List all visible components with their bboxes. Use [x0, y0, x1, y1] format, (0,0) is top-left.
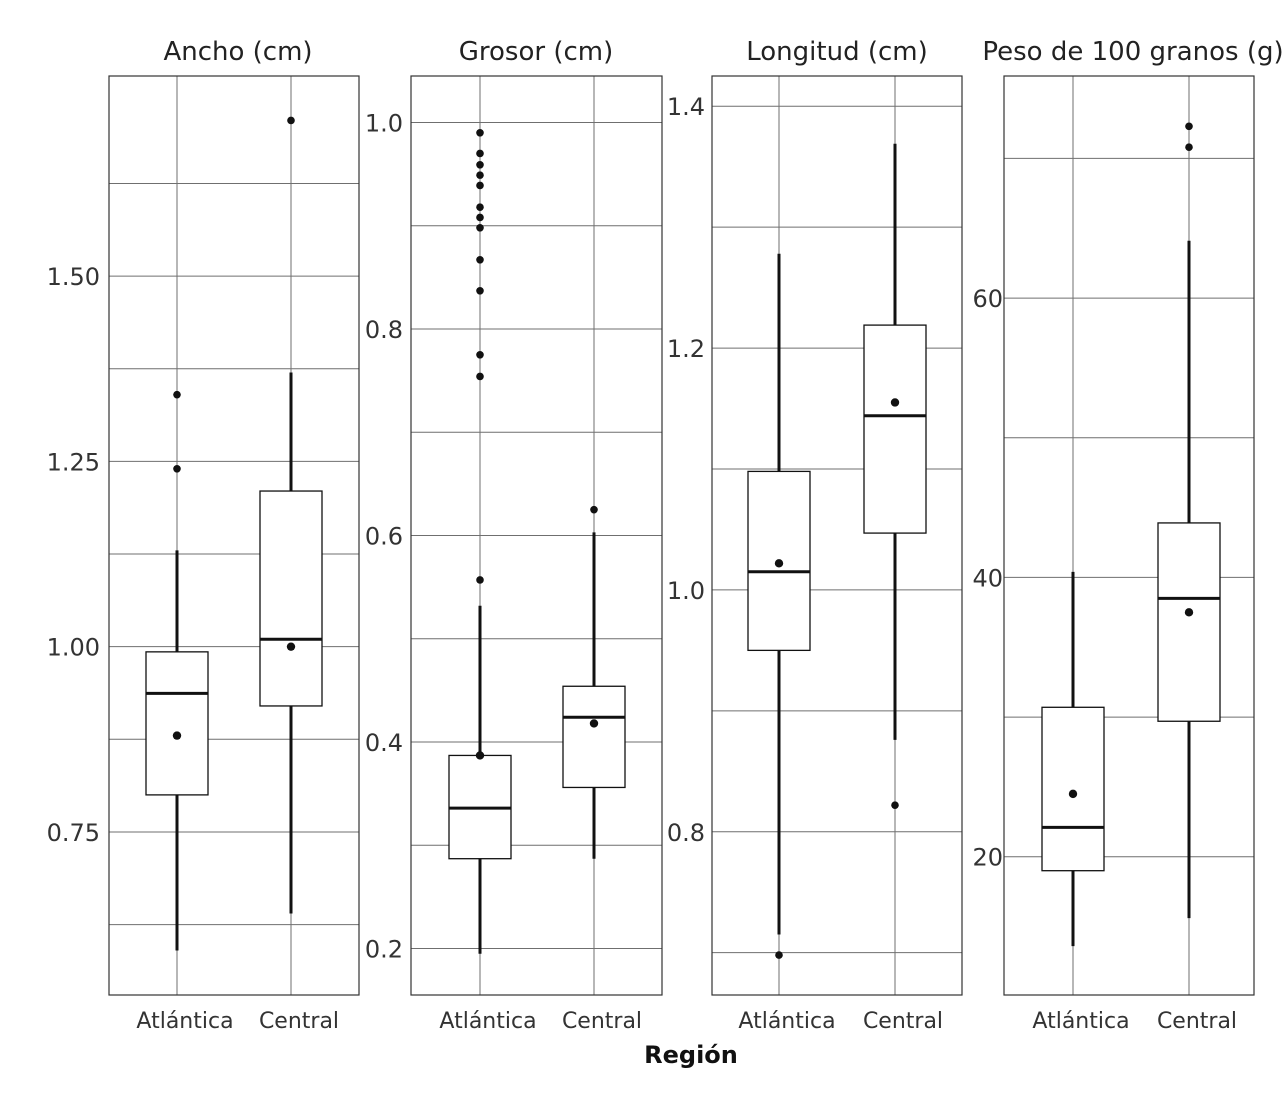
outlier-point-grosor-cm-atlantica — [476, 171, 484, 179]
outlier-point-longitud-cm-atlantica — [775, 951, 783, 959]
box-ancho-cm-central — [259, 490, 323, 707]
ytick-label-grosor-cm: 0.4 — [365, 729, 403, 757]
box-peso-de-100-granos-g-atlantica — [1041, 706, 1105, 872]
outlier-point-peso-de-100-granos-g-central — [1185, 122, 1193, 131]
ytick-label-longitud-cm: 1.4 — [667, 93, 705, 121]
outlier-point-grosor-cm-atlantica — [476, 128, 484, 137]
xtick-label-grosor-cm-atlantica: Atlántica — [439, 1009, 536, 1034]
xtick-label-longitud-cm-atlantica: Atlántica — [738, 1009, 835, 1034]
xtick-label-peso-de-100-granos-g-central: Central — [1157, 1009, 1237, 1034]
panel-border-peso-de-100-granos-g — [1003, 75, 1255, 996]
ytick-label-peso-de-100-granos-g: 40 — [972, 564, 1003, 592]
mean-point-peso-de-100-granos-g-central — [1184, 608, 1194, 617]
box-grosor-cm-central — [562, 685, 626, 789]
xtick-label-peso-de-100-granos-g-atlantica: Atlántica — [1032, 1009, 1129, 1034]
xtick-label-grosor-cm-central: Central — [562, 1009, 642, 1034]
outlier-point-ancho-cm-atlantica — [173, 390, 181, 399]
mean-point-peso-de-100-granos-g-atlantica — [1068, 789, 1078, 799]
ytick-label-grosor-cm: 0.2 — [365, 936, 403, 964]
outlier-point-grosor-cm-atlantica — [476, 213, 484, 222]
panel-border-longitud-cm — [711, 75, 963, 996]
outlier-point-grosor-cm-atlantica — [476, 203, 484, 211]
ytick-label-ancho-cm: 1.00 — [47, 634, 100, 662]
outlier-point-grosor-cm-atlantica — [476, 181, 484, 190]
ytick-label-grosor-cm: 0.6 — [365, 523, 403, 551]
outlier-point-ancho-cm-central — [287, 116, 295, 125]
ytick-label-longitud-cm: 1.2 — [667, 335, 705, 363]
xtick-label-ancho-cm-central: Central — [259, 1009, 339, 1034]
ytick-label-longitud-cm: 1.0 — [667, 577, 705, 605]
outlier-point-grosor-cm-atlantica — [476, 223, 484, 232]
outlier-point-peso-de-100-granos-g-central — [1185, 143, 1193, 152]
outlier-point-grosor-cm-atlantica — [476, 149, 484, 158]
panel-border-grosor-cm — [410, 75, 663, 996]
ytick-label-grosor-cm: 0.8 — [365, 316, 403, 344]
outlier-point-grosor-cm-atlantica — [476, 350, 484, 359]
outlier-point-grosor-cm-atlantica — [476, 372, 484, 381]
ytick-label-longitud-cm: 0.8 — [667, 819, 705, 847]
box-peso-de-100-granos-g-central — [1157, 522, 1221, 722]
facet-title-peso-de-100-granos-g: Peso de 100 granos (g) — [982, 37, 1283, 67]
outlier-point-longitud-cm-central — [891, 801, 899, 809]
panel-border-ancho-cm — [108, 75, 360, 996]
ytick-label-peso-de-100-granos-g: 60 — [972, 285, 1003, 313]
ytick-label-ancho-cm: 1.50 — [47, 263, 100, 291]
mean-point-ancho-cm-atlantica — [172, 731, 182, 740]
facet-title-ancho-cm: Ancho (cm) — [163, 37, 312, 67]
ytick-label-ancho-cm: 0.75 — [47, 819, 100, 847]
mean-point-longitud-cm-central — [890, 398, 900, 407]
mean-point-grosor-cm-atlantica — [475, 751, 485, 760]
outlier-point-grosor-cm-central — [590, 505, 598, 514]
facet-title-longitud-cm: Longitud (cm) — [746, 37, 928, 67]
outlier-point-grosor-cm-atlantica — [476, 286, 484, 295]
ytick-label-grosor-cm: 1.0 — [365, 109, 403, 137]
ytick-label-ancho-cm: 1.25 — [47, 448, 100, 476]
outlier-point-grosor-cm-atlantica — [476, 255, 484, 264]
xtick-label-ancho-cm-atlantica: Atlántica — [136, 1009, 233, 1034]
box-longitud-cm-central — [863, 324, 927, 534]
facet-title-grosor-cm: Grosor (cm) — [459, 37, 614, 67]
mean-point-longitud-cm-atlantica — [774, 559, 784, 568]
outlier-point-grosor-cm-atlantica — [476, 576, 484, 584]
outlier-point-grosor-cm-atlantica — [476, 161, 484, 169]
x-axis-title: Región — [644, 1041, 738, 1069]
xtick-label-longitud-cm-central: Central — [863, 1009, 943, 1034]
mean-point-grosor-cm-central — [589, 719, 599, 728]
box-ancho-cm-atlantica — [145, 651, 209, 796]
outlier-point-ancho-cm-atlantica — [173, 464, 181, 473]
mean-point-ancho-cm-central — [286, 642, 296, 651]
ytick-label-peso-de-100-granos-g: 20 — [972, 844, 1003, 872]
